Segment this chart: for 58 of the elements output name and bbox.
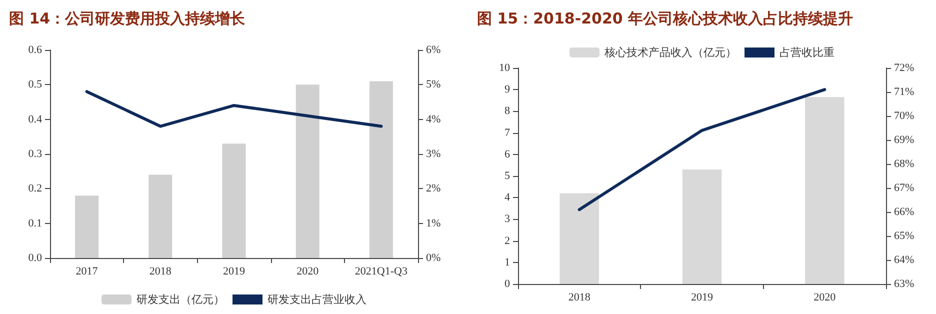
y-tick-label: 0.1 <box>28 217 42 230</box>
y2-tick-label: 2% <box>426 182 441 195</box>
x-tick-label: 2020 <box>296 266 320 278</box>
y-tick-label: 0.6 <box>28 44 42 56</box>
y-tick-label: 4 <box>504 192 510 204</box>
y2-tick-label: 66% <box>894 206 914 218</box>
bar <box>222 144 246 258</box>
bar <box>296 84 320 258</box>
y-tick-label: 0 <box>504 278 510 290</box>
bar <box>560 193 599 284</box>
y2-tick-label: 70% <box>894 110 914 122</box>
y-tick-label: 5 <box>504 170 510 182</box>
y2-tick-label: 63% <box>894 278 914 290</box>
y2-tick-label: 3% <box>426 148 441 160</box>
y2-tick-label: 68% <box>894 158 914 170</box>
y-tick-label: 0.5 <box>28 78 42 91</box>
y-tick-label: 3 <box>504 213 510 226</box>
y2-tick-label: 0% <box>426 252 441 264</box>
y-tick-label: 9 <box>504 84 510 96</box>
y2-tick-label: 71% <box>894 86 914 98</box>
y-tick-label: 2 <box>504 234 510 247</box>
y-tick-label: 0.3 <box>28 148 42 160</box>
x-tick-label: 2021Q1-Q3 <box>354 266 408 278</box>
chart-title: 图 15：2018-2020 年公司核心技术收入占比持续提升 <box>477 10 854 28</box>
legend-label: 研发支出占营业收入 <box>268 293 366 306</box>
x-tick-label: 2018 <box>149 266 172 278</box>
legend-label: 研发支出（亿元） <box>136 293 224 306</box>
y2-tick-label: 65% <box>894 230 914 242</box>
y2-tick-label: 67% <box>894 182 914 194</box>
line-series <box>85 90 383 128</box>
x-tick-label: 2019 <box>691 292 714 304</box>
y2-tick-label: 1% <box>426 217 441 230</box>
y-tick-label: 0.0 <box>28 252 42 264</box>
y-tick-label: 6 <box>504 148 510 160</box>
bar <box>148 174 172 258</box>
y-tick-label: 8 <box>504 105 510 118</box>
y2-tick-label: 72% <box>894 62 914 74</box>
y2-tick-label: 5% <box>426 78 441 91</box>
bar <box>369 81 393 258</box>
chart-title: 图 14：公司研发费用投入持续增长 <box>9 10 246 28</box>
y-tick-label: 7 <box>504 126 510 139</box>
y-tick-label: 0.2 <box>28 182 42 195</box>
y2-tick-label: 6% <box>426 44 441 56</box>
y2-tick-label: 69% <box>894 134 914 146</box>
legend-label: 占营收比重 <box>780 46 834 59</box>
y-tick-label: 1 <box>504 256 510 268</box>
x-tick-label: 2017 <box>76 266 98 278</box>
bar <box>75 196 99 258</box>
x-tick-label: 2019 <box>223 266 246 278</box>
bar <box>682 170 722 284</box>
y-tick-label: 10 <box>499 62 510 74</box>
x-tick-label: 2020 <box>814 292 836 304</box>
y2-tick-label: 4% <box>426 113 441 126</box>
y-tick-label: 0.4 <box>28 113 42 126</box>
y2-tick-label: 64% <box>894 254 914 266</box>
x-tick-label: 2018 <box>568 292 591 304</box>
legend-label: 核心技术产品收入（亿元） <box>604 46 736 59</box>
bar <box>805 97 844 284</box>
